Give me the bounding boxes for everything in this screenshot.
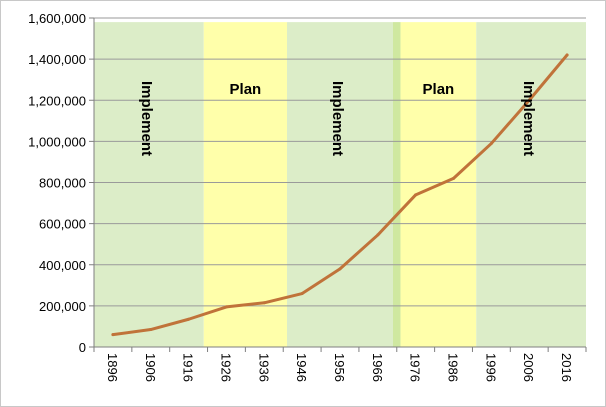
series-0-point-6	[338, 267, 342, 271]
band-label-2: Implement	[329, 81, 346, 156]
y-tick-label-7: 1,400,000	[28, 52, 86, 67]
series-0-point-4	[262, 301, 266, 305]
series-0-point-3	[224, 305, 228, 309]
y-tick-label-0: 0	[79, 340, 86, 355]
x-tick-label-4: 1936	[256, 353, 271, 382]
y-tick-label-2: 400,000	[39, 258, 86, 273]
y-tick-label-4: 800,000	[39, 176, 86, 191]
band-label-4: Plan	[423, 81, 455, 98]
band-0	[94, 22, 204, 348]
phase-bands	[94, 22, 586, 348]
x-tick-label-5: 1946	[294, 353, 309, 382]
x-tick-label-1: 1906	[143, 353, 158, 382]
band-3	[392, 22, 401, 348]
series-0-point-2	[187, 317, 191, 321]
y-tick-label-3: 600,000	[39, 217, 86, 232]
series-0-point-10	[489, 141, 493, 145]
series-0-point-12	[565, 53, 569, 57]
series-0-point-1	[149, 328, 153, 332]
x-tick-label-10: 1996	[483, 353, 498, 382]
axes: 0 200,000 400,000 600,000 800,000 1,000,000 1,…	[28, 11, 587, 382]
series-0-point-7	[376, 233, 380, 237]
series-0-point-0	[111, 333, 115, 337]
band-label-0: Implement	[138, 81, 155, 156]
x-tick-label-2: 1916	[181, 353, 196, 382]
band-5	[476, 22, 586, 348]
x-tick-label-0: 1896	[105, 353, 120, 382]
x-tick-label-8: 1976	[408, 353, 423, 382]
x-tick-label-11: 2006	[521, 353, 536, 382]
series-0-point-8	[414, 193, 418, 197]
x-tick-label-7: 1966	[370, 353, 385, 382]
x-tick-label-3: 1926	[218, 353, 233, 382]
y-tick-label-8: 1,600,000	[28, 11, 86, 26]
series-0-point-9	[452, 176, 456, 180]
gridlines	[94, 17, 586, 307]
series-0-point-5	[300, 292, 304, 296]
band-label-5: Implement	[520, 81, 537, 156]
band-labels: Implement Plan Implement Plan Implement	[138, 81, 537, 156]
y-tick-label-5: 1,000,000	[28, 134, 86, 149]
x-tick-label-6: 1956	[332, 353, 347, 382]
band-1	[203, 22, 288, 348]
series-0-point-11	[527, 98, 531, 102]
x-tick-label-12: 2016	[559, 353, 574, 382]
y-tick-label-6: 1,200,000	[28, 93, 86, 108]
series-line-layer	[111, 53, 569, 337]
band-label-1: Plan	[230, 81, 262, 98]
x-tick-label-9: 1986	[446, 353, 461, 382]
band-2	[287, 22, 393, 348]
y-tick-label-1: 200,000	[39, 299, 86, 314]
